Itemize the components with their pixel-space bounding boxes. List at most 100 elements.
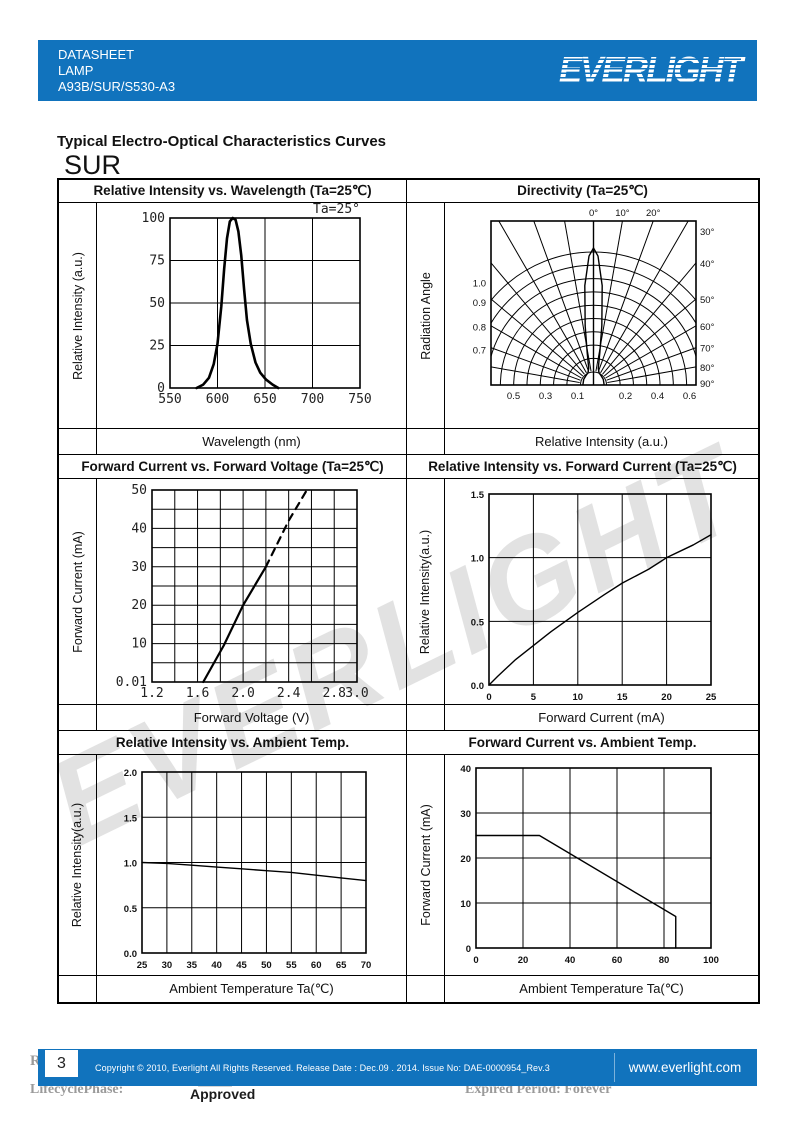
label-row-spacer (59, 429, 97, 454)
svg-text:50: 50 (149, 296, 165, 311)
svg-text:1.2: 1.2 (140, 686, 163, 701)
svg-text:40: 40 (131, 521, 147, 536)
label-row-spacer (407, 429, 445, 454)
svg-text:2.8: 2.8 (322, 686, 345, 701)
svg-text:20: 20 (460, 854, 471, 865)
y-axis-label-ri-ta: Relative Intensity(a.u.) (59, 755, 97, 975)
svg-text:0.5: 0.5 (507, 391, 520, 402)
chart-cell-vf-if: Forward Current (mA) 1.2 1.6 2.0 2.4 2.8 3.0 0… (59, 479, 407, 705)
svg-text:3.0: 3.0 (345, 686, 368, 701)
svg-text:20: 20 (518, 955, 529, 966)
chart-title-ri-ta: Relative Intensity vs. Ambient Temp. (59, 731, 407, 755)
chart-title-vf-if: Forward Current vs. Forward Voltage (Ta=… (59, 455, 407, 479)
lifecycle-phase-value: Approved (190, 1086, 256, 1102)
svg-text:1.0: 1.0 (124, 859, 137, 870)
chart-title-spectrum: Relative Intensity vs. Wavelength (Ta=25… (59, 180, 407, 203)
svg-text:25: 25 (149, 339, 165, 354)
y-axis-label-directivity: Radiation Angle (407, 203, 445, 428)
x-axis-label-if-ta: Ambient Temperature Ta(℃) (519, 981, 684, 996)
svg-text:2.4: 2.4 (277, 686, 301, 701)
svg-text:0.7: 0.7 (473, 346, 486, 357)
svg-text:0.8: 0.8 (473, 323, 486, 334)
chart-title-directivity: Directivity (Ta=25℃) (407, 180, 758, 203)
svg-text:60°: 60° (700, 322, 715, 333)
svg-text:60: 60 (612, 955, 623, 966)
label-row-spacer (407, 976, 445, 1002)
chart-cell-ri-if: Relative Intensity(a.u.) 0 5 10 15 20 25 0.0 0.… (407, 479, 758, 705)
svg-text:100: 100 (142, 211, 165, 226)
svg-text:100: 100 (703, 955, 719, 966)
svg-text:0.4: 0.4 (651, 391, 664, 402)
svg-text:15: 15 (617, 692, 628, 703)
x-axis-label-ri-ta: Ambient Temperature Ta(℃) (169, 981, 334, 996)
doc-type-label: DATASHEET (58, 47, 135, 62)
svg-text:550: 550 (158, 392, 181, 407)
svg-text:30: 30 (460, 809, 471, 820)
svg-text:2.0: 2.0 (231, 686, 254, 701)
svg-text:90°: 90° (700, 379, 715, 390)
footer-divider (614, 1053, 615, 1082)
x-axis-label-spectrum: Wavelength (nm) (202, 434, 301, 449)
svg-text:10: 10 (131, 637, 147, 652)
svg-text:0.01: 0.01 (116, 675, 147, 690)
page-number: 3 (45, 1050, 78, 1077)
x-label-row-if-ta: Ambient Temperature Ta(℃) (407, 976, 758, 1002)
svg-text:0.9: 0.9 (473, 298, 486, 309)
x-label-row-directivity: Relative Intensity (a.u.) (407, 429, 758, 455)
header-text-block: DATASHEET LAMP A93B/SUR/S530-A3 (58, 47, 175, 95)
svg-text:40: 40 (565, 955, 576, 966)
svg-text:70: 70 (361, 960, 372, 971)
svg-text:10: 10 (573, 692, 584, 703)
svg-text:1.6: 1.6 (186, 686, 209, 701)
y-axis-label-spectrum: Relative Intensity (a.u.) (59, 203, 97, 428)
svg-text:70°: 70° (700, 344, 715, 355)
chart-cell-ri-ta: Relative Intensity(a.u.) 25 30 35 40 45 50 55 6… (59, 755, 407, 976)
svg-text:1.0: 1.0 (471, 554, 484, 565)
svg-text:20: 20 (661, 692, 672, 703)
svg-text:40: 40 (460, 764, 471, 775)
svg-text:0.2: 0.2 (619, 391, 632, 402)
svg-text:35: 35 (186, 960, 197, 971)
x-axis-label-vf-if: Forward Voltage (V) (193, 710, 310, 725)
svg-text:30: 30 (162, 960, 173, 971)
clipped-background-text: R (30, 1053, 41, 1069)
svg-text:80°: 80° (700, 363, 715, 374)
svg-text:0.5: 0.5 (124, 904, 138, 915)
svg-text:600: 600 (206, 392, 229, 407)
svg-text:20°: 20° (646, 208, 661, 219)
characteristics-table: Relative Intensity vs. Wavelength (Ta=25… (57, 178, 760, 1004)
page-title: Typical Electro-Optical Characteristics … (57, 133, 387, 150)
plot-area-ri-ta: 25 30 35 40 45 50 55 60 65 70 0.0 0.5 1.0 1.5 2.0 (97, 755, 406, 975)
svg-text:30: 30 (131, 560, 147, 575)
svg-text:750: 750 (348, 392, 371, 407)
svg-text:0.3: 0.3 (539, 391, 552, 402)
svg-text:80: 80 (659, 955, 670, 966)
svg-text:10: 10 (460, 899, 471, 910)
svg-text:25: 25 (706, 692, 717, 703)
svg-text:40°: 40° (700, 259, 715, 270)
series-label: SUR (64, 150, 122, 180)
svg-text:60: 60 (311, 960, 322, 971)
y-axis-label-vf-if: Forward Current (mA) (59, 479, 97, 704)
svg-text:1.5: 1.5 (471, 490, 485, 501)
svg-text:Ta=25°: Ta=25° (313, 203, 360, 217)
svg-text:40: 40 (211, 960, 222, 971)
label-row-spacer (59, 976, 97, 1002)
svg-text:20: 20 (131, 598, 147, 613)
svg-text:50°: 50° (700, 295, 715, 306)
directivity-chart: 0° 10° 20° 30° 40° 50° 60° 70° 80° 90° 1.0 0.9 0.8 0.… (473, 208, 715, 402)
chart-cell-directivity: Radiation Angle 0° 10° 20° 30° 40° 50° 60° 70° 8… (407, 203, 758, 429)
svg-text:55: 55 (286, 960, 297, 971)
svg-text:0°: 0° (589, 208, 598, 219)
plot-area-spectrum: 550 600 650 700 750 0 25 50 75 100 Ta=25° (97, 203, 406, 428)
spectrum-chart: 550 600 650 700 750 0 25 50 75 100 Ta=25° (142, 203, 372, 407)
svg-text:10°: 10° (615, 208, 630, 219)
plot-area-ri-if: 0 5 10 15 20 25 0.0 0.5 1.0 1.5 (445, 479, 758, 704)
x-label-row-vf-if: Forward Voltage (V) (59, 705, 407, 731)
part-number-label: A93B/SUR/S530-A3 (58, 79, 176, 94)
svg-text:650: 650 (253, 392, 276, 407)
svg-text:0.5: 0.5 (471, 617, 485, 628)
svg-text:50: 50 (131, 483, 147, 498)
plot-area-vf-if: 1.2 1.6 2.0 2.4 2.8 3.0 0.01 10 20 30 40 50 (97, 479, 406, 704)
x-label-row-spectrum: Wavelength (nm) (59, 429, 407, 455)
